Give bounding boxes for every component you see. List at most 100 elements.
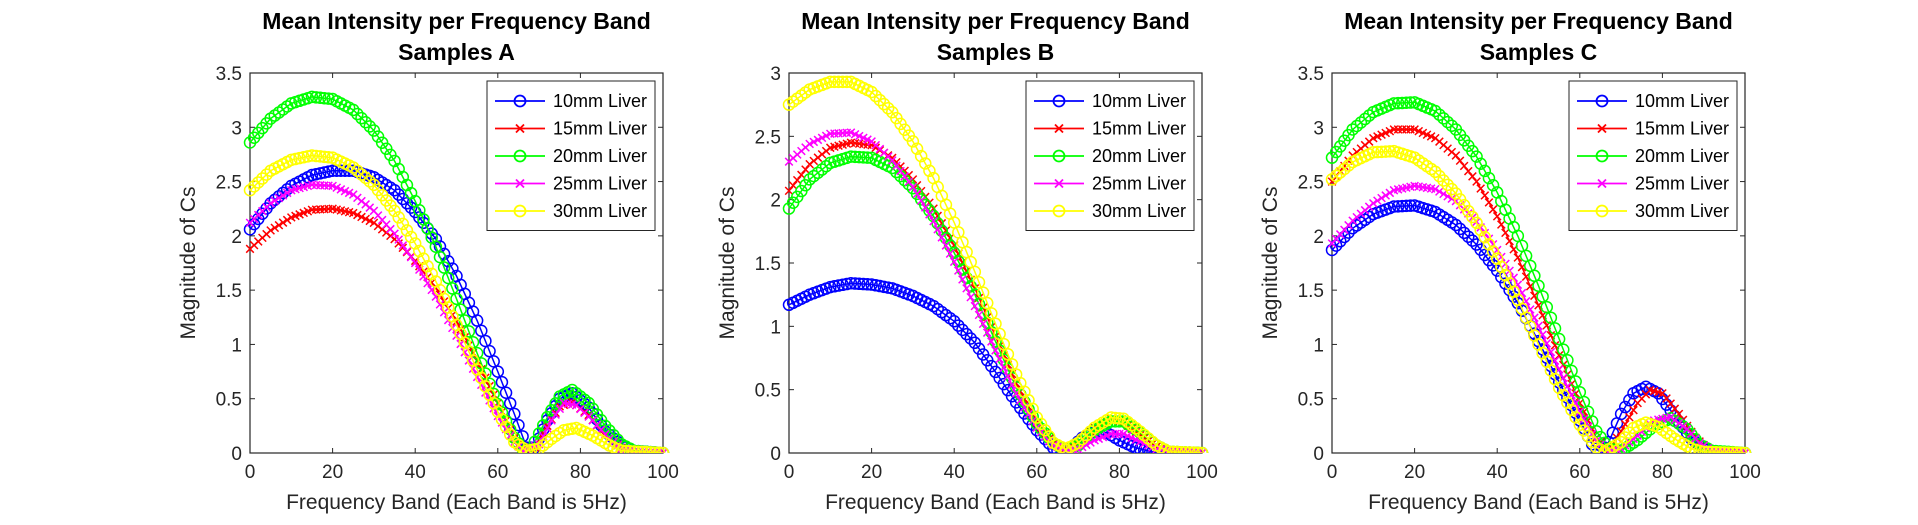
legend-marker (513, 94, 527, 108)
data-point (627, 445, 641, 453)
data-point (1463, 166, 1473, 176)
data-point (1492, 245, 1502, 255)
data-point (266, 198, 275, 208)
data-point (1113, 412, 1126, 425)
series-line-3 (788, 131, 1203, 453)
legend-entry: 20mm Liver (1635, 146, 1729, 166)
data-point (282, 188, 292, 198)
data-point (421, 260, 434, 273)
data-point (1470, 150, 1483, 163)
x-tick-label: 20 (1404, 462, 1425, 483)
data-point (1484, 198, 1494, 207)
data-point (491, 365, 505, 378)
data-point (532, 442, 546, 453)
data-point (1385, 188, 1395, 198)
data-point (788, 181, 798, 190)
data-point (475, 324, 488, 337)
data-point (270, 196, 280, 206)
data-point (1080, 429, 1093, 442)
legend-entry: 30mm Liver (1092, 201, 1186, 221)
data-point (499, 420, 513, 434)
data-point (347, 103, 360, 117)
data-point (1569, 375, 1582, 388)
chart-panel-2: Mean Intensity per Frequency Band Samples… (1259, 8, 1761, 514)
y-tick-label: 1.5 (216, 281, 242, 302)
legend-marker (515, 178, 525, 189)
data-point (982, 328, 992, 337)
data-point (1565, 364, 1578, 378)
data-point (1381, 191, 1391, 200)
data-point (1195, 446, 1209, 453)
data-point (543, 424, 552, 433)
data-point (869, 89, 882, 103)
data-point (966, 292, 976, 302)
data-point (1459, 161, 1469, 171)
y-tick-label: 1.5 (1298, 281, 1324, 302)
data-point (446, 282, 459, 295)
data-point (1674, 418, 1684, 428)
data-point (1544, 311, 1558, 324)
y-tick-label: 1 (231, 335, 242, 356)
data-point (516, 441, 529, 453)
data-point (1486, 245, 1500, 258)
data-point (824, 280, 837, 294)
y-tick-label: 0.5 (1298, 390, 1324, 411)
data-point (524, 443, 538, 453)
data-point (549, 397, 562, 410)
x-axis-label: Frequency Band (Each Band is 5Hz) (825, 491, 1166, 514)
y-axis-label: Magnitude of Cs (716, 187, 739, 340)
data-point (1129, 441, 1143, 453)
data-point (910, 142, 924, 155)
data-point (1117, 412, 1130, 426)
x-tick-label: 80 (1109, 462, 1130, 483)
legend-entry: 15mm Liver (1092, 119, 1186, 139)
data-point (305, 149, 319, 162)
data-point (1474, 223, 1487, 237)
data-point (561, 423, 575, 436)
data-point (809, 137, 819, 147)
data-point (355, 111, 368, 125)
data-point (551, 410, 560, 419)
data-point (848, 150, 862, 164)
data-point (636, 445, 649, 453)
data-point (1468, 172, 1477, 181)
y-tick-label: 2 (231, 227, 242, 248)
data-point (1726, 446, 1739, 453)
x-tick-label: 40 (1487, 462, 1508, 483)
data-point (252, 176, 265, 189)
data-point (865, 85, 878, 99)
data-point (937, 233, 947, 242)
legend: 10mm Liver 15mm Liver 20mm Liver 25mm Liver… (486, 80, 656, 231)
data-point (278, 218, 288, 227)
y-tick-label: 2 (770, 191, 781, 212)
data-point (1693, 444, 1706, 453)
data-point (404, 201, 418, 214)
data-point (309, 149, 323, 163)
data-point (1470, 216, 1483, 230)
data-point (1183, 446, 1196, 453)
data-point (828, 75, 841, 89)
data-point (1453, 222, 1467, 236)
data-point (1433, 169, 1446, 183)
data-point (363, 175, 377, 188)
data-point (394, 235, 404, 244)
legend-entry: 15mm Liver (1635, 119, 1729, 139)
data-point (644, 446, 657, 453)
x-axis-label: Frequency Band (Each Band is 5Hz) (1368, 491, 1709, 514)
data-point (807, 169, 821, 183)
data-point (351, 164, 364, 178)
y-tick-label: 3.5 (1298, 64, 1324, 85)
data-point (491, 405, 505, 418)
data-point (1175, 445, 1188, 453)
data-point (1478, 164, 1492, 178)
data-point (578, 393, 591, 407)
data-point (861, 278, 874, 291)
data-point (1075, 432, 1089, 446)
data-point (1371, 145, 1384, 159)
y-axis-label: Magnitude of Cs (177, 187, 200, 340)
data-point (887, 156, 897, 165)
data-point (1430, 184, 1440, 194)
chart-title: Mean Intensity per Frequency Band (801, 8, 1190, 34)
data-point (1042, 430, 1056, 443)
